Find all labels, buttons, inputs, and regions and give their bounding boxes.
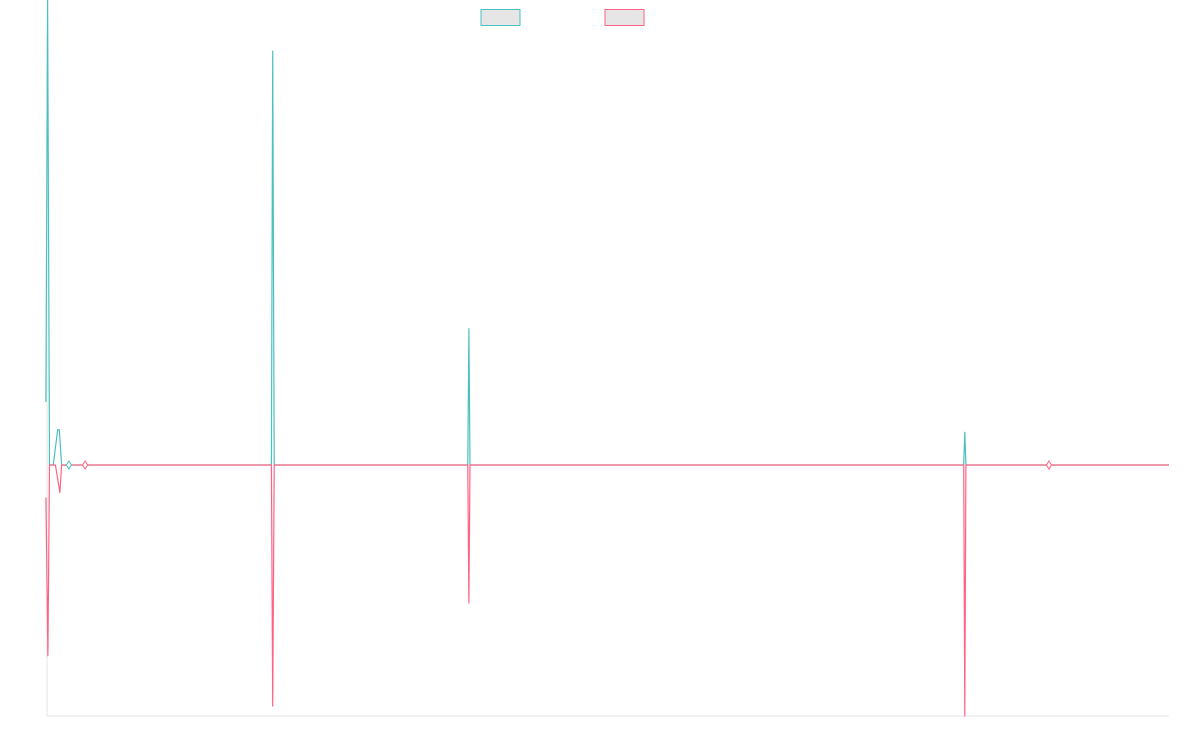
series-line-1 xyxy=(45,0,1169,466)
data-point-marker xyxy=(1045,460,1053,470)
axes xyxy=(46,36,1169,717)
legend-swatch-1[interactable] xyxy=(480,9,521,26)
legend-swatch-2[interactable] xyxy=(604,9,645,26)
series-group xyxy=(45,0,1169,717)
marker-group xyxy=(65,460,1053,470)
series-line-2 xyxy=(45,464,1169,717)
legend[interactable] xyxy=(480,9,645,26)
data-point-marker xyxy=(65,460,72,470)
data-point-marker xyxy=(82,460,89,470)
